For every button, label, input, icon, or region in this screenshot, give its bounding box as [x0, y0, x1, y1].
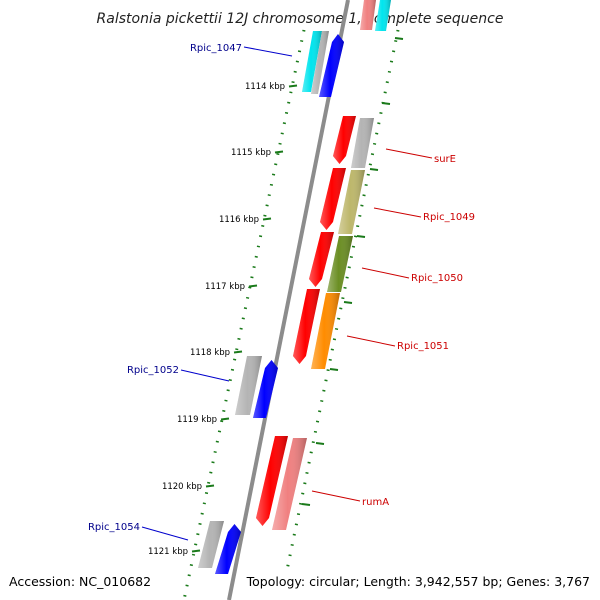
tick-mark [274, 150, 284, 154]
connector-rpic-1051 [346, 335, 396, 347]
tick-mark [288, 84, 298, 88]
tick-label: 1115 kbp [231, 148, 271, 158]
gene-label-sure: surE [434, 154, 456, 165]
tick-mark [262, 217, 272, 221]
connector-sure [385, 148, 433, 159]
gene-block-rpic-1050-shading [327, 236, 353, 292]
gene-features [198, 0, 391, 574]
connector-rpic-1049 [373, 207, 422, 218]
gene-block-rpic-1051-shading [311, 293, 340, 369]
tick-label: 1121 kbp [148, 547, 188, 557]
gene-label-rpic-1047: Rpic_1047 [190, 43, 242, 54]
tick-mark [301, 503, 311, 506]
tick-mark [205, 484, 215, 488]
gene-block-rpic-1049-shading [338, 170, 365, 234]
tick-mark [329, 368, 339, 371]
gene-block-rpic-1047-grey-shading [311, 31, 329, 94]
gene-block-rpic-1052-blue-shading [253, 360, 278, 418]
topology-text: Topology: circular; Length: 3,942,557 bp… [246, 574, 590, 589]
map-title: Ralstonia pickettii 12J chromosome 1, co… [97, 11, 504, 27]
connector-rpic-1052 [180, 369, 230, 382]
gene-block-red-3-shading [309, 232, 334, 287]
gene-block-sure-shading [333, 116, 356, 164]
connector-ruma [311, 490, 361, 502]
gene-block-rpic-1047-blue-shading [319, 34, 344, 97]
tick-mark [315, 442, 325, 445]
gene-block-ruma-shading [272, 438, 307, 530]
tick-label: 1119 kbp [177, 415, 217, 425]
connector-rpic-1050 [361, 267, 410, 279]
tick-mark [394, 37, 404, 40]
gene-block-sure-grey-shading [351, 118, 374, 168]
gene-block-rpic-1047-cyan-shading [302, 31, 322, 92]
gene-label-ruma: rumA [362, 497, 389, 508]
gene-label-rpic-1052: Rpic_1052 [127, 365, 179, 376]
tick-mark [220, 417, 230, 421]
gene-block-rpic-1054-blue-shading [215, 524, 241, 574]
gene-label-rpic-1051: Rpic_1051 [397, 341, 449, 352]
accession-text: Accession: NC_010682 [9, 574, 151, 589]
gene-block-rpic-1054-grey-shading [198, 521, 224, 568]
gene-label-rpic-1049: Rpic_1049 [423, 212, 475, 223]
tick-mark [356, 235, 366, 238]
tick-mark [369, 168, 379, 171]
gene-block-red-4-shading [293, 289, 320, 364]
tick-mark [343, 301, 353, 304]
connector-rpic-1047 [243, 46, 293, 57]
tick-group: 1114 kbp 1115 kbp 1116 kbp 1117 kbp 1118 kbp… [148, 37, 404, 557]
tick-mark [233, 350, 243, 354]
gene-block-rpic-1052-grey-shading [235, 356, 262, 415]
right-scale-track [284, 29, 400, 576]
chromosome-backbone [227, 0, 350, 600]
gene-block-red-2-shading [320, 168, 346, 230]
tick-mark [248, 284, 258, 288]
tick-label: 1117 kbp [205, 282, 245, 292]
gene-label-rpic-1054: Rpic_1054 [88, 522, 140, 533]
connector-rpic-1054 [141, 526, 189, 541]
gene-label-rpic-1050: Rpic_1050 [411, 273, 463, 284]
gene-block-top-cyan-shading [375, 0, 391, 31]
tick-label: 1116 kbp [219, 215, 259, 225]
gene-block-red-5-shading [256, 436, 288, 526]
tick-mark [381, 102, 391, 105]
tick-label: 1120 kbp [162, 482, 202, 492]
tick-mark [191, 549, 201, 553]
gene-block-top-pink-shading [360, 0, 376, 30]
tick-label: 1114 kbp [245, 82, 285, 92]
tick-label: 1118 kbp [190, 348, 230, 358]
